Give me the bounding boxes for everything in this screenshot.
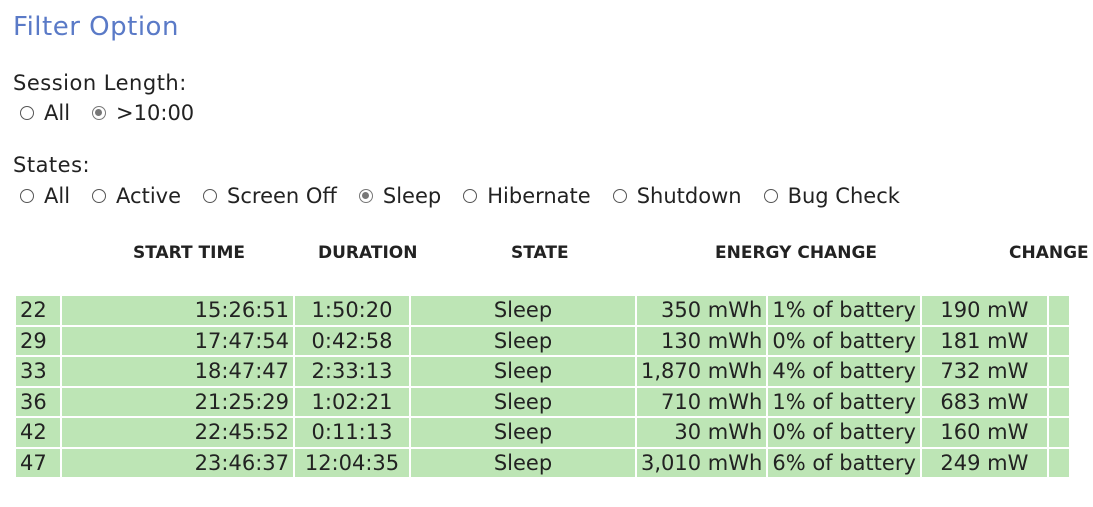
cell-start-time: 15:26:51 xyxy=(62,296,293,325)
cell-extra xyxy=(1048,387,1069,416)
header-duration: DURATION xyxy=(318,243,418,263)
cell-energy: 130 mWh xyxy=(637,326,767,355)
radio-label: All xyxy=(44,101,71,125)
table-row: 42 22:45:52 0:11:13 Sleep 30 mWh 0% of b… xyxy=(16,418,1069,447)
radio-button[interactable] xyxy=(358,189,373,203)
cell-start-time: 22:45:52 xyxy=(62,418,293,447)
cell-state: Sleep xyxy=(411,326,635,355)
cell-battery-percent: 0% of battery xyxy=(768,418,920,447)
states-radio-hibernate[interactable]: Hibernate xyxy=(457,184,591,208)
cell-duration: 1:02:21 xyxy=(295,387,409,416)
session-length-label: Session Length: xyxy=(13,71,187,95)
cell-id: 33 xyxy=(16,357,60,386)
table-row: 36 21:25:29 1:02:21 Sleep 710 mWh 1% of … xyxy=(16,387,1069,416)
table-row: 22 15:26:51 1:50:20 Sleep 350 mWh 1% of … xyxy=(16,296,1069,325)
cell-id: 22 xyxy=(16,296,60,325)
radio-label: Shutdown xyxy=(636,184,742,208)
cell-extra xyxy=(1048,326,1069,355)
sessions-table: 22 15:26:51 1:50:20 Sleep 350 mWh 1% of … xyxy=(14,294,1071,479)
session-length-radio-all[interactable]: All xyxy=(14,101,70,125)
table-header: START TIME DURATION STATE ENERGY CHANGE … xyxy=(0,243,1093,267)
cell-change-rate: 190 mW xyxy=(921,296,1047,325)
radio-label: Active xyxy=(116,184,182,208)
cell-change-rate: 160 mW xyxy=(921,418,1047,447)
cell-start-time: 17:47:54 xyxy=(62,326,293,355)
cell-duration: 1:50:20 xyxy=(295,296,409,325)
cell-energy: 710 mWh xyxy=(637,387,767,416)
radio-label: Bug Check xyxy=(787,184,900,208)
cell-duration: 12:04:35 xyxy=(295,448,409,477)
cell-id: 47 xyxy=(16,448,60,477)
cell-duration: 0:11:13 xyxy=(295,418,409,447)
radio-label: All xyxy=(44,184,71,208)
session-length-radio-over-10[interactable]: >10:00 xyxy=(86,101,194,125)
cell-start-time: 23:46:37 xyxy=(62,448,293,477)
radio-button[interactable] xyxy=(92,106,107,120)
header-energy-change: ENERGY CHANGE xyxy=(715,243,878,263)
table-row: 47 23:46:37 12:04:35 Sleep 3,010 mWh 6% … xyxy=(16,448,1069,477)
cell-energy: 3,010 mWh xyxy=(637,448,767,477)
radio-button[interactable] xyxy=(20,189,34,203)
cell-change-rate: 683 mW xyxy=(921,387,1047,416)
states-radio-screen-off[interactable]: Screen Off xyxy=(197,184,337,208)
cell-id: 42 xyxy=(16,418,60,447)
radio-button[interactable] xyxy=(20,106,34,120)
cell-state: Sleep xyxy=(411,448,635,477)
cell-state: Sleep xyxy=(411,387,635,416)
cell-energy: 1,870 mWh xyxy=(637,357,767,386)
session-length-radio-group: All >10:00 xyxy=(14,101,210,125)
table-row: 29 17:47:54 0:42:58 Sleep 130 mWh 0% of … xyxy=(16,326,1069,355)
cell-duration: 2:33:13 xyxy=(295,357,409,386)
header-change: CHANGE xyxy=(1009,243,1089,263)
cell-change-rate: 732 mW xyxy=(921,357,1047,386)
states-radio-all[interactable]: All xyxy=(14,184,70,208)
radio-button[interactable] xyxy=(203,189,218,203)
cell-change-rate: 181 mW xyxy=(921,326,1047,355)
states-radio-shutdown[interactable]: Shutdown xyxy=(607,184,742,208)
cell-energy: 30 mWh xyxy=(637,418,767,447)
radio-button[interactable] xyxy=(612,189,627,203)
header-start-time: START TIME xyxy=(133,243,245,263)
cell-battery-percent: 1% of battery xyxy=(768,296,920,325)
cell-start-time: 18:47:47 xyxy=(62,357,293,386)
radio-button[interactable] xyxy=(763,189,778,203)
cell-duration: 0:42:58 xyxy=(295,326,409,355)
cell-battery-percent: 6% of battery xyxy=(768,448,920,477)
radio-label: Hibernate xyxy=(487,184,591,208)
header-state: STATE xyxy=(511,243,569,263)
cell-extra xyxy=(1048,296,1069,325)
cell-battery-percent: 1% of battery xyxy=(768,387,920,416)
states-radio-bug-check[interactable]: Bug Check xyxy=(758,184,900,208)
states-radio-group: All Active Screen Off Sleep Hibernate Sh… xyxy=(14,184,916,208)
cell-extra xyxy=(1048,448,1069,477)
cell-start-time: 21:25:29 xyxy=(62,387,293,416)
states-radio-sleep[interactable]: Sleep xyxy=(353,184,441,208)
radio-label: Sleep xyxy=(382,184,442,208)
cell-battery-percent: 4% of battery xyxy=(768,357,920,386)
cell-id: 36 xyxy=(16,387,60,416)
states-label: States: xyxy=(13,153,91,177)
cell-change-rate: 249 mW xyxy=(921,448,1047,477)
cell-state: Sleep xyxy=(411,296,635,325)
states-radio-active[interactable]: Active xyxy=(86,184,181,208)
cell-extra xyxy=(1048,418,1069,447)
radio-label: >10:00 xyxy=(116,101,195,125)
cell-state: Sleep xyxy=(411,357,635,386)
cell-state: Sleep xyxy=(411,418,635,447)
table-row: 33 18:47:47 2:33:13 Sleep 1,870 mWh 4% o… xyxy=(16,357,1069,386)
cell-battery-percent: 0% of battery xyxy=(768,326,920,355)
cell-extra xyxy=(1048,357,1069,386)
radio-label: Screen Off xyxy=(227,184,337,208)
radio-button[interactable] xyxy=(92,189,107,203)
radio-button[interactable] xyxy=(463,189,478,203)
cell-id: 29 xyxy=(16,326,60,355)
filter-option-title: Filter Option xyxy=(13,12,179,42)
cell-energy: 350 mWh xyxy=(637,296,767,325)
